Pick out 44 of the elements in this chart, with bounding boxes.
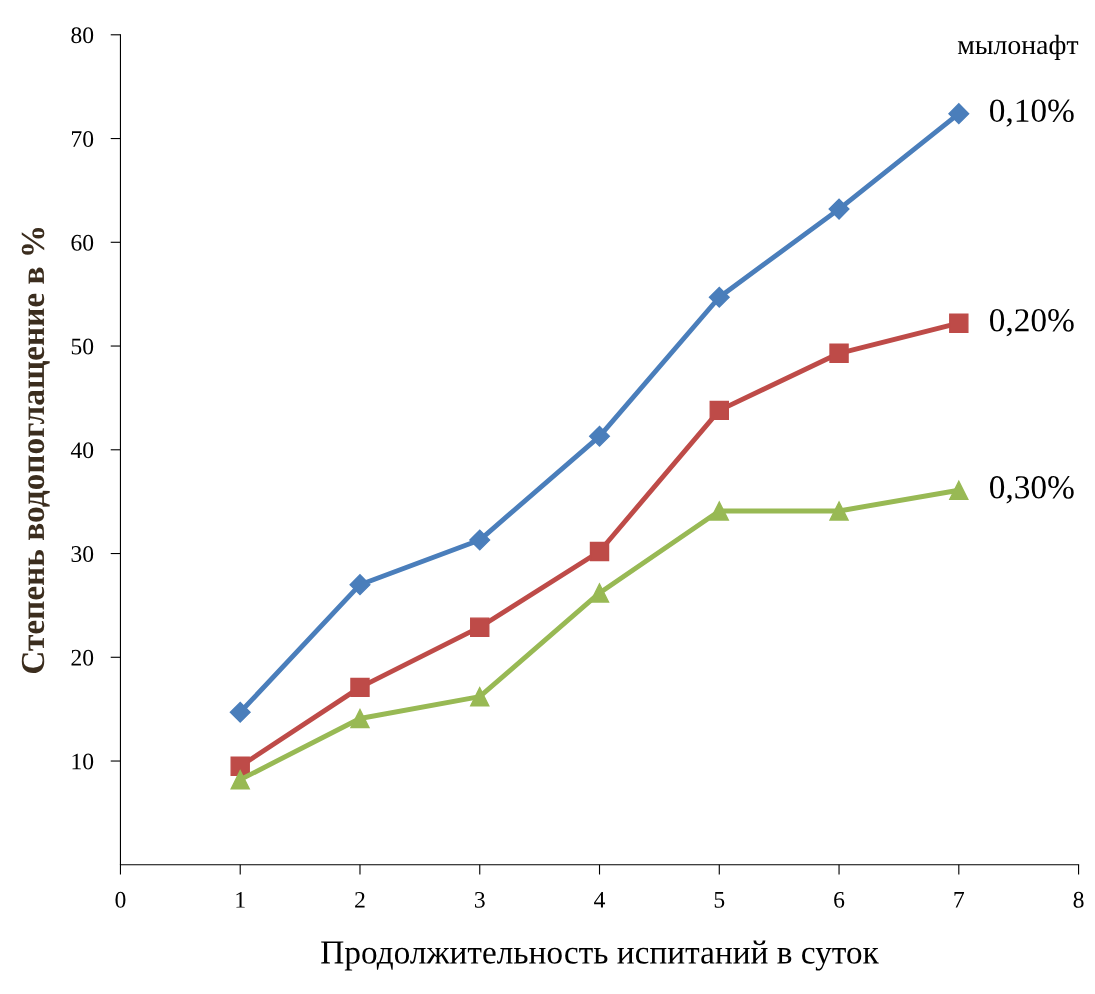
point	[949, 480, 969, 500]
x-tick-label: 7	[954, 892, 965, 908]
point	[230, 769, 250, 790]
y-tick-label: 70	[72, 131, 94, 147]
point	[470, 686, 490, 707]
y-axis-title: Степень водопоглащение в %	[21, 228, 50, 674]
point	[948, 103, 970, 125]
x-tick-label: 0	[115, 891, 126, 908]
x-tick-label: 5	[714, 892, 725, 908]
legend-title: мылонафт	[957, 34, 1079, 60]
point	[470, 617, 490, 637]
point	[230, 756, 250, 776]
point	[350, 708, 370, 729]
y-tick-label: 20	[71, 649, 94, 666]
point	[709, 400, 730, 421]
point	[350, 677, 370, 698]
point	[709, 501, 730, 521]
series-label: 0,20%	[990, 309, 1074, 337]
x-tick-label: 8	[1073, 891, 1084, 908]
x-tick-label: 4	[594, 892, 606, 908]
point	[229, 701, 251, 723]
point	[469, 529, 491, 551]
point	[589, 541, 610, 562]
x-axis-title: Продолжительность испитаний в суток	[321, 940, 879, 971]
series-label: 0,30%	[990, 476, 1074, 504]
x-tick-label: 2	[355, 891, 365, 908]
x-tick-label: 1	[236, 891, 245, 908]
y-tick-label: 60	[71, 234, 94, 251]
point	[589, 583, 610, 603]
point	[829, 501, 849, 521]
point	[829, 343, 849, 364]
point	[588, 425, 611, 447]
y-tick-label: 40	[70, 442, 94, 459]
y-tick-label: 50	[71, 338, 94, 355]
series-label: 0,10%	[990, 99, 1074, 127]
x-tick-label: 6	[834, 891, 845, 908]
x-tick-label: 3	[474, 891, 485, 908]
y-tick-label: 10	[72, 753, 94, 770]
point	[828, 198, 850, 220]
y-tick-label: 80	[71, 27, 94, 44]
point	[949, 313, 969, 333]
point	[349, 574, 371, 596]
point	[708, 286, 730, 308]
y-tick-label: 30	[71, 546, 94, 562]
